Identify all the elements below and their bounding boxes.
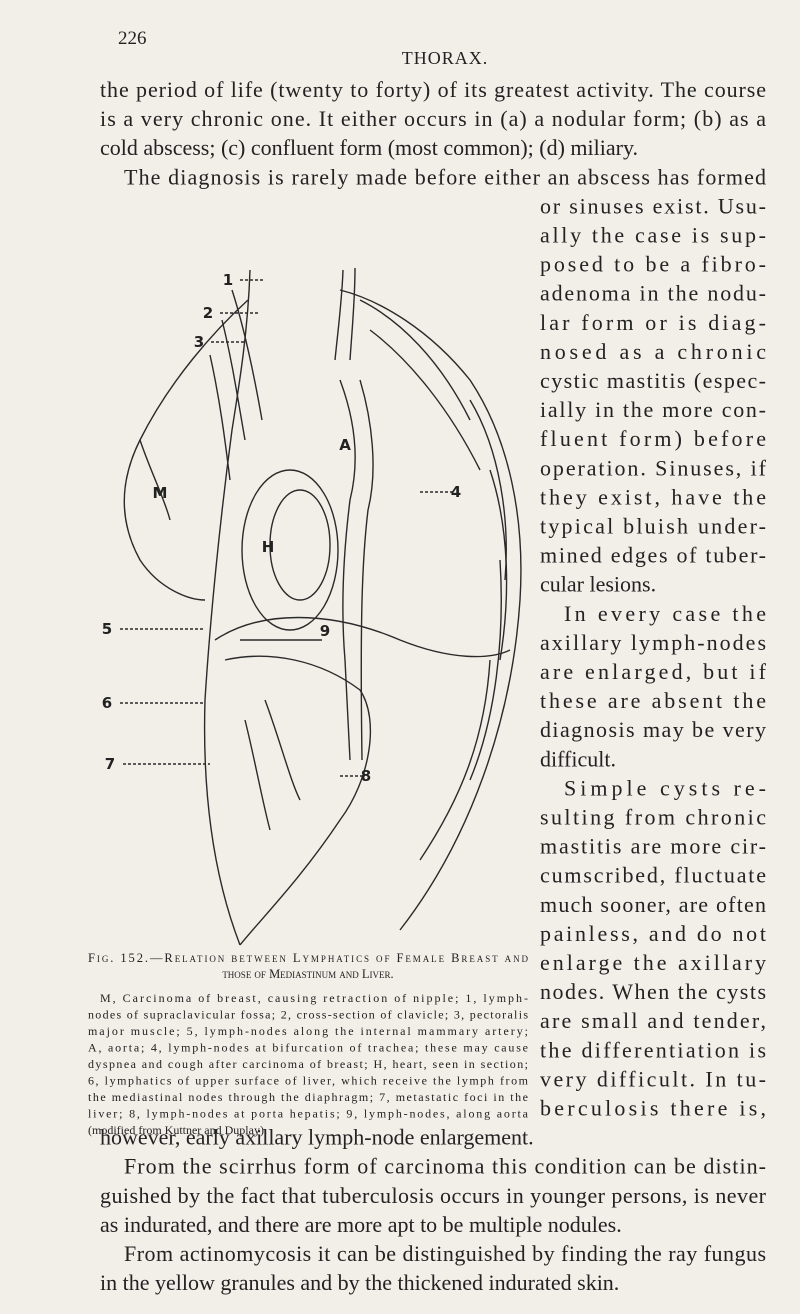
figure-label: 4 — [451, 483, 461, 501]
figure-label: H — [262, 538, 275, 556]
heart-chamber — [269, 489, 331, 601]
lymphatic — [244, 719, 271, 831]
trachea — [334, 269, 344, 361]
lymphatic — [264, 699, 301, 801]
body-line: these are absent the — [540, 688, 766, 713]
body-line: cumscribed, fluctuate — [540, 863, 766, 888]
caption-text: nodes of supraclavicular fossa; 2, cross… — [88, 1008, 528, 1022]
caption-title: Fig. 152.—Relation between Lymphatics of… — [88, 951, 529, 965]
body-line: operation. Sinuses, if — [540, 455, 767, 480]
body-line: are small and tender, — [540, 1008, 766, 1033]
figure-label: 8 — [361, 767, 371, 785]
body-line: posed to be a fibro- — [540, 252, 766, 277]
body-line: axillary lymph-nodes — [540, 630, 766, 655]
figure-label: 9 — [320, 622, 330, 640]
rib — [469, 559, 502, 781]
figure-label: 5 — [102, 620, 112, 638]
caption-text: A, aorta; 4, lymph-nodes at bifurcation … — [88, 1041, 528, 1055]
body-line: adenoma in the nodu- — [540, 281, 766, 306]
body-line: ally the case is sup- — [540, 223, 766, 248]
body-line: is a very chronic one. It either occurs … — [100, 106, 766, 131]
rib — [469, 399, 507, 581]
rib — [419, 659, 491, 861]
body-line: From actinomycosis it can be distinguish… — [124, 1241, 766, 1266]
heart — [241, 469, 339, 631]
rib — [359, 299, 471, 421]
body-line: much sooner, are often — [540, 892, 766, 917]
breast-fold — [139, 439, 171, 521]
body-line: the period of life (twenty to forty) of … — [100, 77, 766, 102]
body-line: as indurated, and there are more apt to … — [100, 1212, 622, 1237]
running-title: THORAX. — [402, 48, 489, 68]
body-line: or sinuses exist. Usu- — [540, 193, 766, 218]
caption-title: those of Mediastinum and Liver. — [222, 967, 393, 981]
body-line: mined edges of tuber- — [540, 543, 766, 568]
caption-text: (modified from Kuttner and Duplay). — [88, 1123, 267, 1137]
diaphragm — [214, 616, 511, 658]
figure-label: A — [339, 436, 351, 454]
aorta — [339, 379, 356, 761]
muscle-line — [231, 289, 263, 421]
rib — [369, 329, 481, 471]
body-line: nodes. When the cysts — [540, 979, 766, 1004]
trachea — [349, 267, 356, 361]
caption-text: the mediastinal nodes through the diaphr… — [88, 1090, 528, 1104]
body-line: sulting from chronic — [540, 805, 766, 830]
caption-text: 6, lymphatics of upper surface of liver,… — [88, 1074, 529, 1088]
body-line: ially in the more con- — [540, 397, 766, 422]
body-line: they exist, have the — [540, 484, 766, 509]
muscle-line — [209, 354, 231, 481]
body-line: however, early axillary lymph-node enlar… — [100, 1125, 534, 1150]
figure-illustration — [120, 267, 522, 946]
body-line: The diagnosis is rarely made before eith… — [124, 164, 766, 189]
figure-label: M — [153, 484, 168, 502]
figure-label: 1 — [223, 271, 233, 289]
body-outline — [203, 269, 251, 946]
body-line: difficult. — [540, 746, 616, 771]
page-number: 226 — [118, 28, 147, 49]
body-line: cular lesions. — [540, 572, 656, 597]
body-line: diagnosis may be very — [540, 717, 766, 742]
body-line: very difficult. In tu- — [540, 1066, 766, 1091]
body-line: are enlarged, but if — [540, 659, 767, 684]
figure-label: 6 — [102, 694, 112, 712]
body-line: mastitis are more cir- — [540, 834, 766, 859]
body-line: From the scirrhus form of carcinoma this… — [124, 1154, 766, 1179]
caption-text: dyspnea and cough after carcinoma of bre… — [88, 1057, 528, 1071]
body-line: in the yellow granules and by the thicke… — [100, 1270, 619, 1295]
muscle-line — [221, 319, 246, 441]
body-line: guished by the fact that tuberculosis oc… — [100, 1183, 767, 1208]
body-line: berculosis there is, — [540, 1096, 766, 1121]
body-line: nosed as a chronic — [540, 339, 766, 364]
figure-label: 3 — [194, 333, 204, 351]
figure-label: 2 — [203, 304, 213, 322]
body-line: fluent form) before — [540, 426, 766, 451]
body-line: the differentiation is — [540, 1037, 766, 1062]
breast-outline — [123, 299, 249, 601]
body-line: typical bluish under- — [540, 514, 766, 539]
rib — [489, 469, 508, 661]
body-line: cystic mastitis (espec- — [540, 368, 766, 393]
body-line: lar form or is diag- — [540, 310, 766, 335]
body-line: In every case the — [564, 601, 766, 626]
caption-text: major muscle; 5, lymph-nodes along the i… — [88, 1024, 528, 1038]
aorta — [359, 379, 374, 761]
caption-text: liver; 8, lymph-nodes at porta hepatis; … — [88, 1107, 529, 1121]
figure-label: 7 — [105, 755, 115, 773]
body-line: Simple cysts re- — [564, 775, 766, 800]
rib-cage — [339, 289, 522, 931]
body-line: painless, and do not — [540, 921, 766, 946]
caption-text: M, Carcinoma of breast, causing retracti… — [100, 991, 528, 1005]
body-line: cold abscess; (c) confluent form (most c… — [100, 135, 638, 160]
liver — [224, 655, 372, 946]
body-line: enlarge the axillary — [540, 950, 766, 975]
text-layer: the period of life (twenty to forty) of … — [88, 77, 767, 1295]
